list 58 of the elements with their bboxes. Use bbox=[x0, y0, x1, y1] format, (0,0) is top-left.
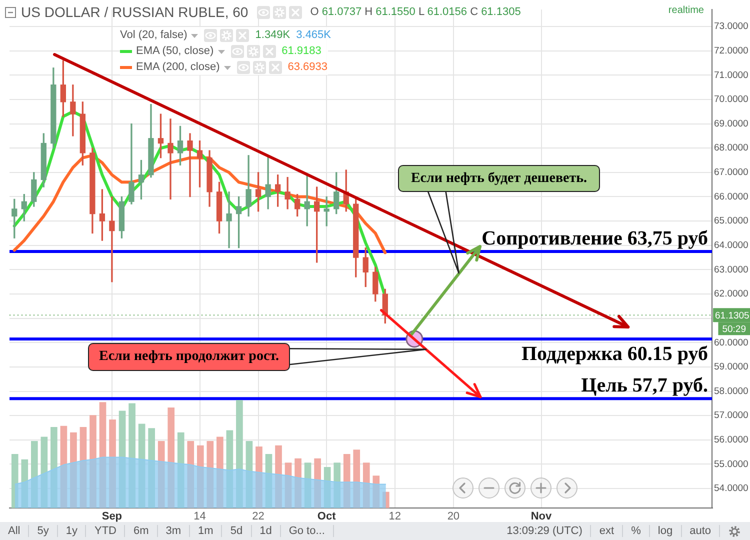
text: 5d bbox=[222, 525, 252, 537]
annotation: 63.6933 bbox=[288, 61, 328, 73]
chart-subtitle: O 61.0737 H 61.1550 L 61.0156 C 61.1305 bbox=[310, 6, 521, 18]
ref-line-label: Цель 57,7 руб. bbox=[581, 374, 708, 397]
y-tick-label: 55.0000 bbox=[714, 458, 748, 470]
annotation: Если нефть продолжит рост. bbox=[88, 343, 290, 371]
text: Go to... bbox=[280, 525, 334, 537]
y-tick-label: 56.0000 bbox=[714, 434, 748, 446]
text: 50:29 bbox=[722, 324, 746, 335]
y-tick-label: 73.0000 bbox=[714, 21, 748, 32]
text: auto bbox=[682, 525, 720, 537]
y-tick-label: 67.0000 bbox=[714, 167, 748, 178]
text: 1m bbox=[190, 525, 222, 537]
y-tick-label: 70.0000 bbox=[714, 94, 748, 106]
text: 6m bbox=[125, 525, 158, 537]
x-tick-label: 22 bbox=[252, 510, 264, 523]
y-tick-label: 71.0000 bbox=[714, 70, 748, 81]
y-tick-label: 66.0000 bbox=[714, 191, 748, 202]
text: % bbox=[623, 525, 650, 537]
text: 1y bbox=[58, 525, 86, 537]
text: All bbox=[0, 525, 30, 537]
y-tick-label: 59.0000 bbox=[714, 362, 748, 373]
y-tick-label: 65.0000 bbox=[714, 216, 748, 227]
x-tick-label: 20 bbox=[447, 510, 460, 523]
x-tick-label: Sep bbox=[102, 510, 122, 523]
ref-line-label: 61.1305 bbox=[715, 310, 750, 322]
text: log bbox=[650, 525, 682, 537]
y-tick-label: 58.0000 bbox=[714, 386, 748, 397]
x-tick-label: 12 bbox=[388, 510, 402, 523]
y-tick-label: 63.0000 bbox=[714, 264, 748, 276]
ref-line-label: Сопротивление 63,75 руб bbox=[482, 227, 708, 250]
x-tick-label: 14 bbox=[194, 510, 206, 523]
y-tick-label: 57.0000 bbox=[714, 410, 748, 422]
text: 1d bbox=[252, 525, 281, 537]
annotation: 1.349K bbox=[255, 29, 290, 41]
annotation: realtime bbox=[668, 5, 704, 16]
y-tick-label: 54.0000 bbox=[714, 483, 748, 494]
annotation: 3.465K bbox=[296, 29, 332, 41]
ref-line-label: Поддержка 60.15 руб bbox=[521, 342, 708, 365]
text: ext bbox=[591, 525, 624, 537]
annotation: 61.9183 bbox=[282, 45, 322, 57]
y-tick-label: 72.0000 bbox=[714, 45, 748, 56]
x-tick-label: Oct bbox=[317, 510, 336, 523]
text: 5y bbox=[29, 525, 58, 537]
y-tick-label: 62.0000 bbox=[714, 288, 748, 300]
y-tick-label: 64.0000 bbox=[714, 240, 748, 251]
legend-label: EMA (50, close) bbox=[136, 45, 214, 57]
annotation: Если нефть будет дешеветь. bbox=[398, 165, 600, 192]
y-tick-label: 60.0000 bbox=[714, 337, 748, 348]
text: 13:09:29 (UTC) bbox=[498, 525, 592, 537]
y-tick-label: 68.0000 bbox=[714, 142, 748, 154]
x-tick-label: Nov bbox=[530, 510, 553, 523]
chart-title: US DOLLAR / RUSSIAN RUBLE, 60 bbox=[21, 4, 248, 20]
y-tick-label: 69.0000 bbox=[714, 118, 748, 130]
text: YTD bbox=[86, 525, 126, 537]
text: 3m bbox=[158, 525, 190, 537]
legend-label: EMA (200, close) bbox=[136, 61, 220, 73]
text: Vol (20, false) bbox=[120, 29, 188, 41]
